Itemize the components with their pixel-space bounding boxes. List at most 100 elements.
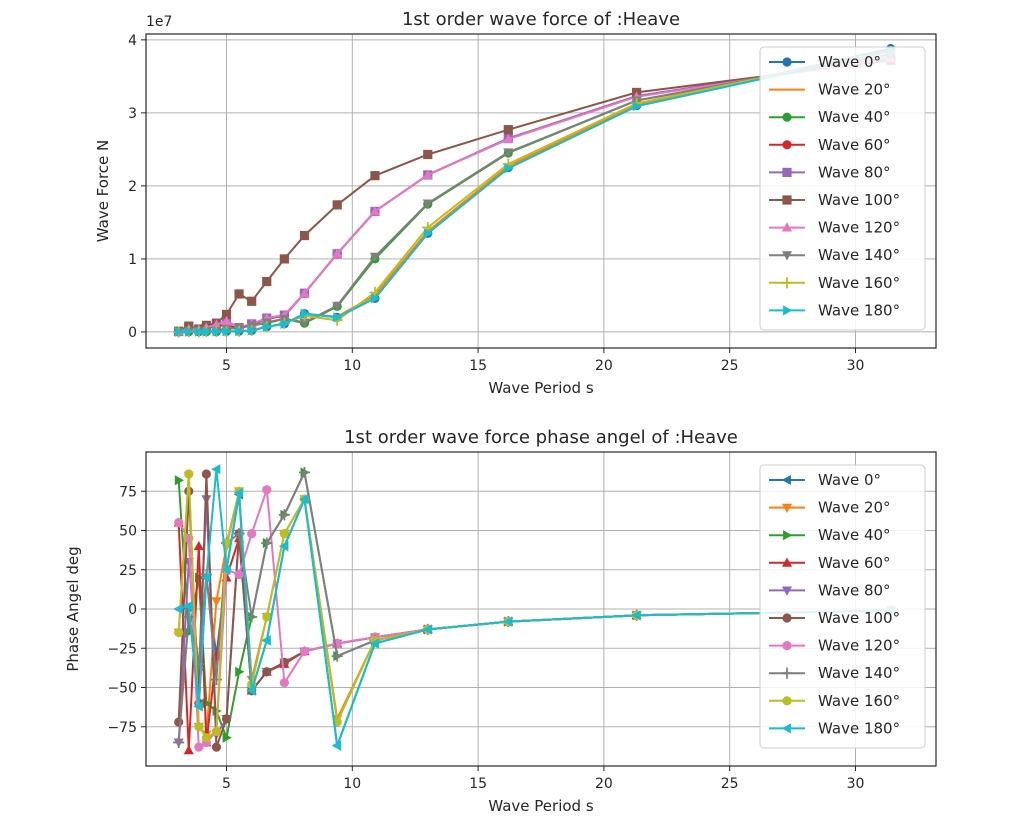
data-point [299, 318, 310, 328]
data-point [279, 678, 289, 688]
data-point [299, 494, 309, 505]
data-point [211, 726, 222, 737]
data-point [234, 569, 244, 580]
data-point [280, 318, 290, 329]
data-point [193, 540, 204, 551]
data-point [183, 600, 193, 611]
data-point [369, 252, 381, 263]
legend-marker [781, 251, 793, 261]
data-point [174, 717, 184, 727]
data-point [300, 308, 310, 319]
data-point [174, 475, 184, 486]
legend-marker [782, 57, 792, 67]
data-point [422, 624, 432, 635]
legend-marker [781, 557, 793, 567]
data-point [201, 469, 211, 479]
legend-entry: Wave 20° [769, 499, 891, 517]
legend-label: Wave 180° [818, 301, 900, 319]
data-point [279, 541, 289, 552]
data-point [261, 537, 273, 549]
data-point [201, 572, 211, 583]
data-point [201, 733, 211, 743]
chart-title: 1st order wave force of :Heave [402, 9, 680, 30]
legend-label: Wave 40° [818, 108, 891, 126]
y-tick-label: 4 [128, 33, 137, 49]
legend-marker [781, 474, 791, 486]
data-point [173, 736, 185, 748]
data-point [262, 612, 272, 622]
legend-label: Wave 80° [818, 163, 891, 181]
legend-entry: Wave 40° [769, 526, 891, 544]
x-tick-label: 15 [469, 358, 487, 374]
data-point [332, 248, 343, 258]
legend-entry: Wave 160° [769, 692, 900, 710]
series-wave-180- [174, 45, 897, 337]
x-tick-label: 10 [343, 776, 361, 792]
legend-label: Wave 120° [818, 637, 900, 655]
x-axis-label: Wave Period s [488, 797, 593, 815]
legend-marker [782, 167, 792, 177]
legend-marker [782, 112, 792, 122]
legend-marker [781, 277, 793, 289]
data-point [298, 466, 311, 478]
legend-label: Wave 80° [818, 581, 891, 599]
ticks: 5 10 15 20 25 30 −75 −50 −25 0 25 50 75 [107, 484, 864, 792]
y-tick-label: 0 [128, 325, 137, 341]
data-point [262, 667, 272, 677]
legend-entry: Wave 180° [769, 719, 900, 737]
legend-label: Wave 100° [818, 191, 900, 209]
data-point [247, 529, 257, 539]
x-tick-label: 20 [595, 358, 613, 374]
y-tick-label: 0 [128, 602, 137, 618]
data-point [299, 287, 310, 298]
x-tick-label: 30 [847, 776, 865, 792]
legend-label: Wave 160° [818, 274, 900, 292]
data-point [184, 326, 195, 337]
legend-marker [783, 305, 793, 316]
data-point [331, 740, 342, 751]
data-point [631, 610, 641, 621]
legend-entry: Wave 140° [769, 246, 900, 264]
data-point [503, 133, 514, 144]
legend-entry: Wave 140° [769, 664, 900, 682]
data-point [174, 627, 184, 638]
data-point [194, 722, 204, 732]
legend-label: Wave 20° [818, 499, 891, 517]
legend-entry: Wave 100° [769, 609, 900, 627]
y-offset-text: 1e7 [146, 14, 172, 30]
legend-marker [782, 613, 792, 623]
y-axis-label: Phase Angel deg [64, 546, 82, 671]
data-point [262, 321, 273, 332]
data-point [504, 163, 514, 174]
data-point [212, 326, 222, 337]
data-point [332, 301, 343, 311]
data-point [279, 254, 289, 264]
x-tick-label: 25 [721, 358, 739, 374]
data-point [279, 657, 289, 667]
legend-label: Wave 40° [818, 526, 891, 544]
x-tick-label: 15 [469, 776, 487, 792]
legend-marker [782, 195, 792, 205]
legend-label: Wave 100° [818, 609, 900, 627]
legend-entry: Wave 0° [769, 471, 881, 489]
data-point [174, 518, 184, 528]
data-point [279, 529, 289, 539]
legend-label: Wave 180° [818, 719, 900, 737]
legend: Wave 0° Wave 20° Wave 40° Wave 60° Wave 80° W… [759, 46, 926, 331]
x-tick-label: 5 [222, 358, 231, 374]
data-point [234, 289, 244, 299]
ticks: 5 10 15 20 25 30 0 1 2 3 4 [128, 33, 864, 374]
data-point [247, 296, 257, 306]
legend-entry: Wave 160° [769, 274, 900, 292]
x-axis-label: Wave Period s [488, 379, 593, 397]
data-point [299, 230, 310, 241]
x-tick-label: 10 [343, 358, 361, 374]
data-point [173, 603, 183, 615]
legend-marker [781, 222, 793, 232]
chart-phase-angle: 5 10 15 20 25 30 −75 −50 −25 0 25 50 75 1st order wav… [64, 427, 937, 815]
data-point [422, 199, 433, 209]
data-point [422, 169, 433, 179]
legend-entry: Wave 20° [769, 81, 891, 99]
legend-entry: Wave 100° [769, 191, 900, 209]
